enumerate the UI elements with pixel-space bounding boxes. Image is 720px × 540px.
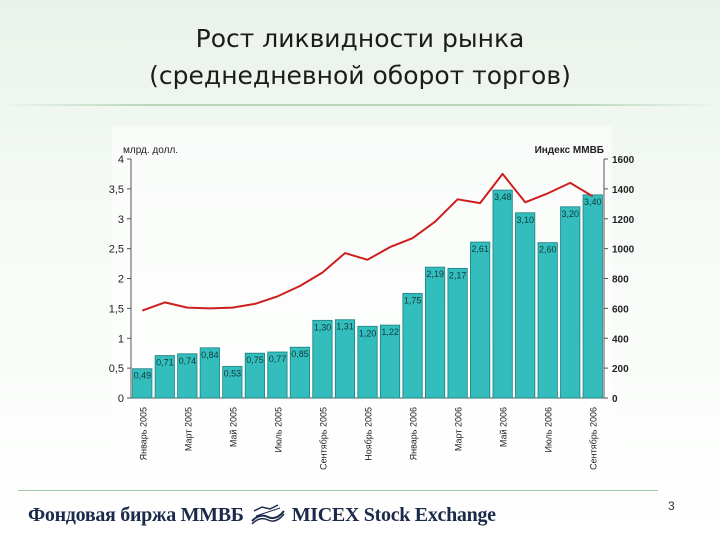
bar-value-label: 3,40 <box>584 197 602 207</box>
bar <box>244 352 265 399</box>
bar-value-label: 3,20 <box>562 209 580 219</box>
header-divider <box>0 104 720 106</box>
bar <box>199 347 220 399</box>
slide-title: Рост ликвидности рынка (среднедневной об… <box>0 20 720 94</box>
right-tick-label: 400 <box>612 334 629 345</box>
exchange-logo: Фондовая биржа ММВБ MICEX Stock Exchange <box>28 500 496 530</box>
bar <box>222 365 243 399</box>
bar <box>470 241 491 399</box>
bar-value-label: 1,22 <box>381 327 399 337</box>
left-tick-label: 1 <box>118 333 124 345</box>
bar <box>447 267 468 399</box>
bar <box>312 319 333 399</box>
category-label: Май 2006 <box>499 407 509 447</box>
category-label: Июль 2005 <box>273 407 283 452</box>
right-tick-label: 600 <box>612 304 629 315</box>
bar-value-label: 1,31 <box>336 322 354 332</box>
footer-divider <box>18 490 658 491</box>
bar <box>379 324 401 399</box>
bull-emblem-icon <box>251 504 285 525</box>
right-tick-label: 1200 <box>612 215 635 226</box>
category-label: Январь 2006 <box>409 407 419 460</box>
bar <box>132 368 153 399</box>
bar-value-label: 2,60 <box>539 245 557 255</box>
right-tick-label: 0 <box>612 394 618 405</box>
category-label: Март 2006 <box>454 407 464 451</box>
bar <box>515 212 536 399</box>
bar-value-label: 0,74 <box>179 356 197 366</box>
bar <box>154 355 175 399</box>
liquidity-chart: 0 0,5 1 1,5 2 2,5 3 3,5 4 0 200 400 600 800 1000 1200 14… <box>109 145 635 470</box>
right-tick-label: 200 <box>612 364 629 375</box>
bar <box>289 346 311 399</box>
bar-value-label: 1,30 <box>314 322 332 332</box>
bar-value-label: 2,19 <box>426 269 444 279</box>
right-axis-title: Индекс ММВБ <box>535 145 604 156</box>
category-label: Сентябрь 2005 <box>318 407 328 470</box>
title-line-2: (среднедневной оборот торгов) <box>149 61 571 90</box>
category-label: Март 2005 <box>183 407 193 451</box>
left-tick-label: 2 <box>118 274 124 286</box>
bar <box>267 351 288 399</box>
logo-text-en: MICEX Stock Exchange <box>291 503 496 526</box>
bar-value-label: 0,53 <box>224 368 242 378</box>
left-tick-label: 3,5 <box>109 184 124 196</box>
bar-value-label: 0,77 <box>269 354 287 364</box>
left-tick-label: 0,5 <box>109 363 124 375</box>
right-tick-label: 1000 <box>612 245 635 256</box>
right-tick-label: 800 <box>612 275 629 286</box>
bar-value-label: 3,10 <box>516 215 534 225</box>
left-tick-label: 3 <box>118 214 124 226</box>
page-number: 3 <box>668 499 675 513</box>
bar-value-label: 1,75 <box>404 295 422 305</box>
bar <box>334 319 356 399</box>
bar-value-label: 1,20 <box>359 328 377 338</box>
right-tick-label: 1400 <box>612 185 635 196</box>
bar <box>402 293 423 399</box>
bar-value-label: 0,85 <box>291 349 309 359</box>
bar <box>492 189 513 399</box>
bar-value-label: 0,49 <box>134 371 152 381</box>
bar-value-label: 3,48 <box>494 192 512 202</box>
left-tick-label: 1,5 <box>109 303 124 315</box>
bar-value-label: 0,71 <box>156 358 174 368</box>
bar-value-label: 0,75 <box>246 355 264 365</box>
logo-text-ru: Фондовая биржа ММВБ <box>28 503 244 526</box>
bar <box>560 206 581 399</box>
left-axis-title: млрд. долл. <box>123 145 178 156</box>
title-line-1: Рост ликвидности рынка <box>195 24 525 53</box>
bar <box>537 242 558 399</box>
category-label: Январь 2005 <box>138 407 148 460</box>
bar-value-label: 2,61 <box>471 244 489 254</box>
category-label: Сентябрь 2006 <box>589 407 599 470</box>
right-tick-label: 1600 <box>612 155 635 166</box>
bar <box>424 266 446 399</box>
bar <box>582 194 603 399</box>
bar-value-label: 0,84 <box>201 350 219 360</box>
category-label: Ноябрь 2005 <box>364 407 374 461</box>
category-label: Июль 2006 <box>544 407 554 452</box>
bar-value-label: 2,17 <box>449 270 467 280</box>
left-tick-label: 4 <box>118 154 124 166</box>
left-tick-label: 0 <box>118 393 124 405</box>
bar <box>177 353 198 399</box>
left-tick-label: 2,5 <box>109 244 124 256</box>
category-label: Май 2005 <box>228 407 238 447</box>
bar <box>357 325 378 399</box>
